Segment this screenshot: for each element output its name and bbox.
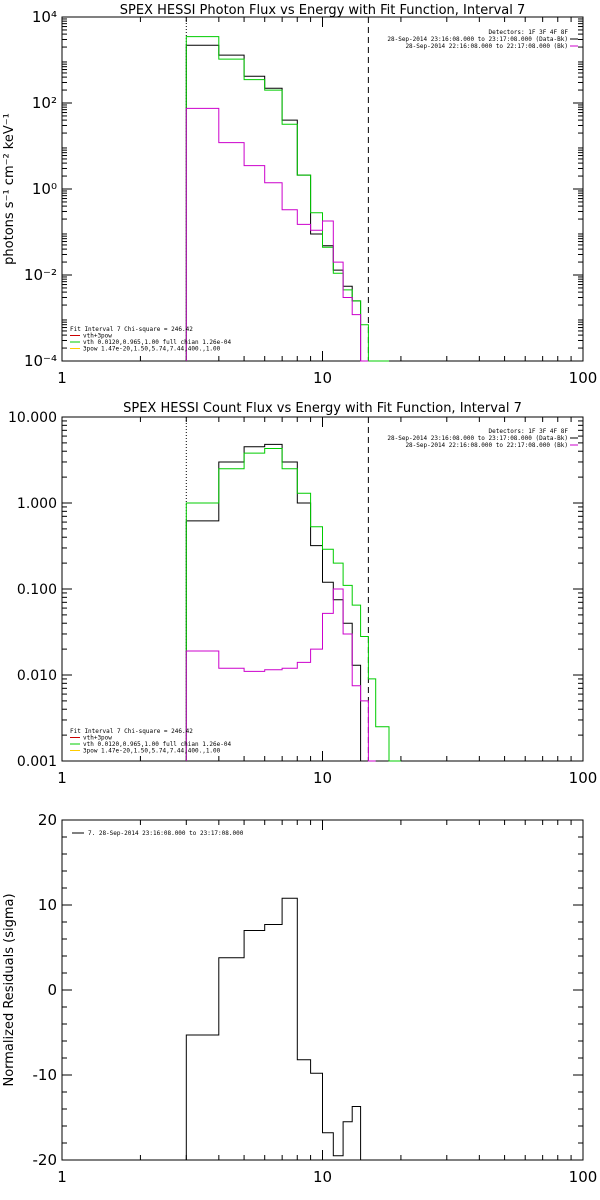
x-tick-label: 100 [569,769,598,787]
legend-entry: Detectors: 1F 3F 4F 8F [489,428,569,435]
y-tick-label: 10⁴ [32,8,57,26]
legend-entry: 28-Sep-2014 22:16:08.000 to 22:17:08.000… [405,442,568,449]
legend-entry: 28-Sep-2014 23:16:08.000 to 23:17:08.000… [387,435,568,442]
y-tick-label: -20 [33,1151,58,1169]
y-tick-label: 10 [38,896,57,914]
legend-entry: 28-Sep-2014 23:16:08.000 to 23:17:08.000… [387,36,568,43]
legend-entry: vth 0.0120,0.965,1.00 full chian 1.26e-0… [83,741,231,748]
y-tick-label: 1.000 [17,496,57,512]
y-tick-label: 10⁰ [32,180,57,198]
y-tick-label: 0.100 [17,582,57,598]
y-tick-label: 10⁻² [24,266,57,284]
y-tick-label: 0.001 [17,754,57,770]
legend-entry: 28-Sep-2014 22:16:08.000 to 22:17:08.000… [405,43,568,50]
series-line-0 [185,897,362,1160]
series-line-1 [185,36,389,362]
series-line-2 [185,588,376,762]
chart-title-1: SPEX HESSI Count Flux vs Energy with Fit… [123,401,522,416]
legend-entry: Fit Interval 7 Chi-square = 246.42 [70,728,193,735]
x-tick-label: 10 [313,769,332,787]
x-tick-label: 1 [57,369,67,387]
legend-entry: 3pow 1.47e-20,1.50,5.74,7.44,400.,1.00 [83,748,221,755]
x-tick-label: 100 [569,1168,598,1186]
plot-frame-0 [61,16,584,362]
y-tick-label: 10⁻⁴ [24,352,57,370]
chart-title-0: SPEX HESSI Photon Flux vs Energy with Fi… [120,3,526,18]
y-tick-label: 10.000 [8,410,57,426]
plot-frame-1 [61,416,584,762]
y-tick-label: 10² [32,94,57,112]
legend-entry: vth+3pow [83,333,112,340]
legend-entry: vth+3pow [83,735,112,742]
series-line-0 [185,44,362,361]
y-tick-label: 20 [38,811,57,829]
series-line-0 [185,443,362,761]
y-tick-label: 0.010 [17,668,57,684]
x-tick-label: 1 [57,1168,67,1186]
series-line-1 [185,448,401,762]
series-line-2 [185,107,369,362]
x-tick-label: 10 [313,369,332,387]
y-tick-label: -10 [33,1066,58,1084]
y-axis-label-0: photons s⁻¹ cm⁻² keV⁻¹ [2,113,17,265]
y-axis-label-2: Normalized Residuals (sigma) [2,893,17,1086]
legend-entry: 7. 28-Sep-2014 23:16:08.000 to 23:17:08.… [88,830,244,837]
legend-entry: Detectors: 1F 3F 4F 8F [489,29,569,36]
x-tick-label: 1 [57,769,67,787]
x-tick-label: 100 [569,369,598,387]
legend-entry: 3pow 1.47e-20,1.50,5.74,7.44,400.,1.00 [83,346,221,353]
legend-entry: vth 0.0120,0.965,1.00 full chian 1.26e-0… [83,339,231,346]
y-tick-label: 0 [47,981,57,999]
legend-entry: Fit Interval 7 Chi-square = 246.42 [70,326,193,333]
x-tick-label: 10 [313,1168,332,1186]
